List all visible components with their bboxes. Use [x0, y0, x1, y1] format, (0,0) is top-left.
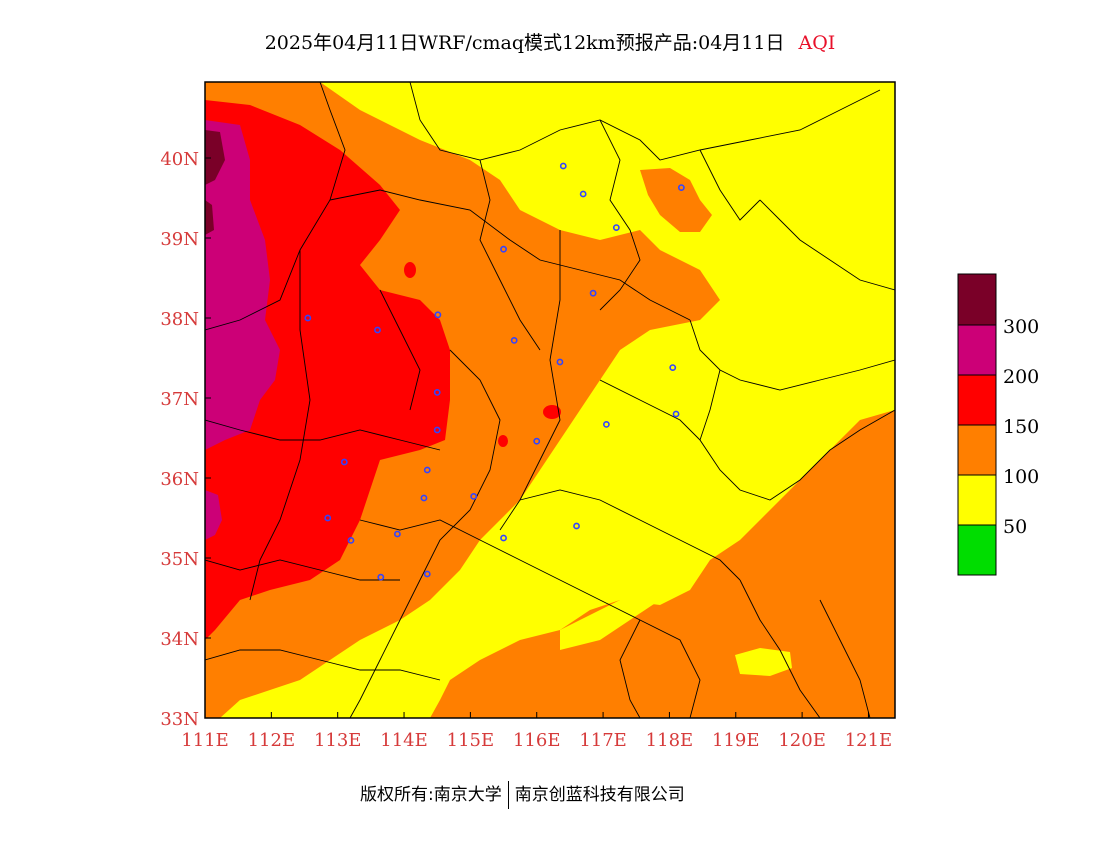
city-marker	[602, 420, 610, 428]
city-marker	[500, 534, 507, 542]
city-marker	[612, 224, 620, 231]
city-marker	[559, 162, 567, 170]
lat-tick-label: 35N	[160, 549, 199, 570]
lon-tick-label: 119E	[712, 730, 760, 751]
lon-tick-label: 112E	[248, 730, 296, 751]
lat-tick-label: 37N	[160, 389, 199, 410]
city-marker	[677, 184, 685, 191]
aqi-region-300-plus-edge	[205, 200, 214, 235]
lon-tick-label: 117E	[579, 730, 627, 751]
aqi-region-50-100-south	[560, 590, 660, 650]
legend-label: 100	[1003, 466, 1039, 488]
boundary-lines	[205, 82, 895, 718]
city-marker	[434, 311, 442, 319]
city-markers	[304, 162, 685, 581]
lat-tick-label: 40N	[160, 149, 199, 170]
city-marker	[500, 245, 507, 253]
lon-tick-label: 111E	[181, 730, 229, 751]
lon-tick-label: 115E	[447, 730, 495, 751]
legend-label: 50	[1003, 516, 1027, 538]
city-marker	[470, 492, 478, 500]
legend-swatch-200-300	[957, 324, 997, 376]
axis-ticks: 111E 112E 113E 114E 115E 116E 117E 118E 119E 120E…	[160, 149, 892, 751]
aqi-region-100-150-southeast	[430, 410, 895, 718]
aqi-region-200-300	[205, 120, 280, 450]
city-marker	[579, 190, 587, 198]
title-variable-tag: AQI	[798, 32, 836, 54]
legend-colorbar: 300 200 150 100 50	[957, 273, 1039, 576]
city-marker	[672, 410, 680, 418]
aqi-map	[205, 82, 895, 718]
aqi-region-150-200-blob	[404, 262, 416, 278]
aqi-region-150-200-blob	[543, 405, 561, 419]
city-marker	[347, 537, 355, 544]
lon-tick-label: 113E	[314, 730, 362, 751]
chart-title: 2025年04月11日WRF/cmaq模式12km预报产品:04月11日 AQI	[0, 28, 1100, 55]
legend-swatch-50-100	[957, 474, 997, 526]
lon-tick-label: 120E	[778, 730, 826, 751]
legend-swatch-100-150	[957, 424, 997, 476]
city-marker	[420, 494, 428, 502]
city-marker	[423, 466, 431, 474]
aqi-region-100-150-northeast-blob	[640, 168, 712, 232]
lat-tick-label: 36N	[160, 469, 199, 490]
lon-tick-label: 118E	[646, 730, 694, 751]
lat-tick-label: 39N	[160, 229, 199, 250]
city-marker	[556, 358, 564, 366]
lat-tick-label: 33N	[160, 709, 199, 730]
aqi-region-150-200	[205, 100, 450, 640]
city-marker	[304, 314, 312, 322]
lon-tick-label: 121E	[845, 730, 893, 751]
copyright-footer: 版权所有:南京大学 南京创蓝科技有限公司	[360, 780, 685, 809]
city-marker	[669, 364, 677, 371]
aqi-region-50-100-sea-patch	[735, 648, 792, 676]
title-text: 2025年04月11日WRF/cmaq模式12km预报产品:04月11日	[264, 32, 785, 54]
legend-swatch-300-plus	[957, 273, 997, 326]
copyright-owner: 版权所有:南京大学	[360, 785, 502, 805]
legend-swatch-150-200	[957, 374, 997, 426]
city-marker	[533, 437, 541, 445]
city-marker	[340, 458, 348, 466]
legend-label: 200	[1003, 366, 1039, 388]
footer-separator	[507, 781, 509, 809]
city-marker	[510, 336, 518, 344]
lat-tick-label: 38N	[160, 309, 199, 330]
aqi-region-300-plus	[205, 130, 225, 185]
legend-label: 150	[1003, 416, 1039, 438]
copyright-company: 南京创蓝科技有限公司	[514, 785, 685, 805]
city-marker	[423, 570, 431, 578]
lon-tick-label: 116E	[513, 730, 561, 751]
city-marker	[374, 326, 381, 334]
legend-label: 300	[1003, 316, 1039, 338]
city-marker	[433, 388, 441, 396]
city-marker	[394, 530, 401, 538]
plot-frame	[204, 81, 896, 719]
lon-tick-label: 114E	[380, 730, 428, 751]
lat-tick-label: 34N	[160, 629, 199, 650]
legend-swatch-0-50	[957, 524, 997, 576]
city-marker	[377, 573, 385, 581]
aqi-region-150-200-blob	[498, 435, 508, 447]
city-marker	[589, 289, 597, 297]
city-marker	[573, 522, 580, 530]
aqi-region-200-300-south	[205, 490, 222, 540]
city-marker	[324, 514, 332, 522]
city-marker	[433, 426, 441, 434]
